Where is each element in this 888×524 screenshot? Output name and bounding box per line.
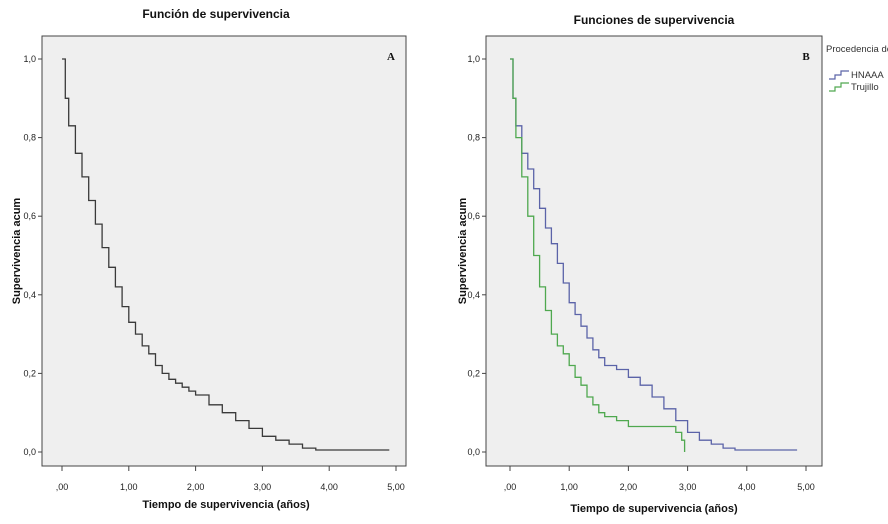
series-layer-a [62, 58, 390, 451]
y-tick-label-b: 0,0 [467, 447, 480, 457]
legend-label-trujillo: Trujillo [851, 82, 879, 93]
legend-item-hnaaa: HNAAA [829, 70, 884, 81]
y-tick-label-b: 0,4 [467, 290, 480, 300]
y-tick-label-b: 1,0 [467, 54, 480, 64]
tick-layer-b: ,00 1,00 2,00 3,00 4,00 5,00 0,0 0,2 0,4 0,6 0,8 1,… [467, 54, 814, 492]
y-tick-label-a: 0,6 [23, 211, 36, 221]
x-axis-label-a: Tiempo de supervivencia (años) [142, 499, 310, 511]
x-tick-label-b: 5,00 [797, 482, 815, 492]
legend-swatch-hnaaa [829, 70, 849, 80]
x-tick-label-a: 2,00 [187, 482, 205, 492]
x-tick-label-a: ,00 [56, 482, 69, 492]
legend-label-hnaaa: HNAAA [851, 70, 884, 81]
series-line-trujillo-b [510, 58, 686, 452]
x-tick-label-a: 5,00 [387, 482, 405, 492]
panel-a: Función de supervivencia A Tiempo de sup… [11, 7, 407, 511]
x-axis-label-b: Tiempo de supervivencia (años) [570, 503, 738, 515]
y-tick-label-b: 0,8 [467, 133, 480, 143]
series-line-hnaaa-b [510, 58, 798, 451]
y-tick-label-a: 0,8 [23, 133, 36, 143]
x-tick-label-b: ,00 [504, 482, 517, 492]
x-tick-label-b: 3,00 [679, 482, 697, 492]
panel-b: Funciones de supervivencia B Tiempo de s… [457, 13, 888, 515]
panel-letter-b: B [802, 51, 810, 63]
x-tick-label-a: 3,00 [254, 482, 272, 492]
series-line-survival-a [62, 58, 390, 451]
y-tick-label-a: 0,0 [23, 447, 36, 457]
legend-swatch-trujillo [829, 82, 849, 92]
y-tick-label-b: 0,2 [467, 368, 480, 378]
plot-area-a [41, 35, 407, 467]
tick-layer-a: ,00 1,00 2,00 3,00 4,00 5,00 0,0 0,2 0,4 0,6 0,8 1,… [23, 54, 404, 492]
legend-item-trujillo: Trujillo [829, 82, 879, 93]
y-tick-label-a: 0,2 [23, 368, 36, 378]
x-tick-label-b: 2,00 [620, 482, 638, 492]
x-tick-label-b: 4,00 [738, 482, 756, 492]
x-tick-label-a: 1,00 [120, 482, 138, 492]
x-tick-label-b: 1,00 [560, 482, 578, 492]
legend-title: Procedencia del paciente [826, 44, 888, 55]
legend: Procedencia del paciente HNAAA Trujillo [826, 44, 888, 93]
panel-letter-a: A [387, 51, 395, 63]
series-layer-b [510, 58, 798, 452]
plot-area-b [485, 35, 823, 467]
x-tick-label-a: 4,00 [320, 482, 338, 492]
y-tick-label-b: 0,6 [467, 211, 480, 221]
y-tick-label-a: 1,0 [23, 54, 36, 64]
y-axis-label-a: Supervivencia acum [11, 198, 23, 305]
chart-title-b: Funciones de supervivencia [574, 13, 735, 27]
y-axis-label-b: Supervivencia acum [457, 198, 469, 305]
chart-title-a: Función de supervivencia [142, 7, 290, 21]
y-tick-label-a: 0,4 [23, 290, 36, 300]
